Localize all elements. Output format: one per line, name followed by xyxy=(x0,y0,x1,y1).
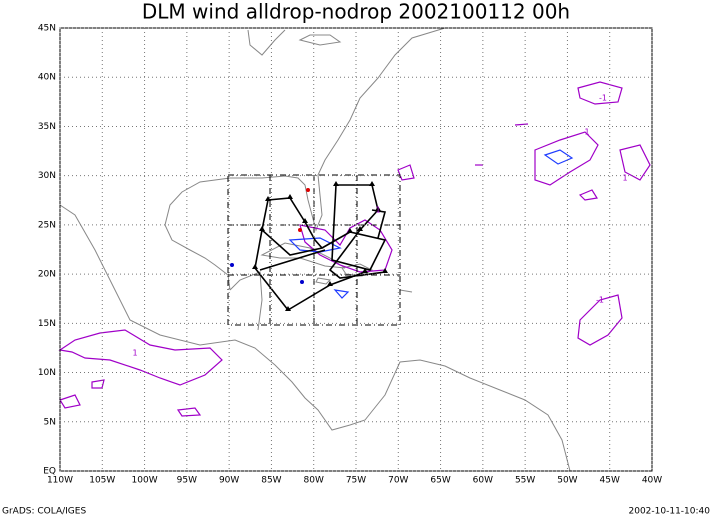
x-tick-label: 95W xyxy=(177,476,197,486)
x-tick-label: 85W xyxy=(261,476,281,486)
y-tick-label: 40N xyxy=(38,73,56,83)
x-tick-label: 70W xyxy=(388,476,408,486)
y-tick-label: 15N xyxy=(38,319,56,329)
y-tick-label: 20N xyxy=(38,270,56,280)
x-tick-label: 45W xyxy=(600,476,620,486)
contour-label: 1 xyxy=(622,174,627,183)
y-tick-label: 25N xyxy=(38,220,56,230)
y-tick-label: 10N xyxy=(38,368,56,378)
contour-label: -1 xyxy=(596,296,604,305)
footer-left: GrADS: COLA/IGES xyxy=(2,507,86,517)
x-tick-label: 90W xyxy=(219,476,239,486)
x-tick-label: 40W xyxy=(642,476,662,486)
x-tick-label: 75W xyxy=(346,476,366,486)
contour-label: 1 xyxy=(584,128,589,137)
x-tick-label: 65W xyxy=(430,476,450,486)
contour-label: 1 xyxy=(375,206,380,215)
y-tick-label: 5N xyxy=(44,417,56,427)
x-tick-label: 60W xyxy=(473,476,493,486)
y-tick-label: EQ xyxy=(43,467,56,477)
y-tick-label: 35N xyxy=(38,122,56,132)
title: DLM wind alldrop-nodrop 2002100112 00h xyxy=(142,0,570,24)
y-tick-label: 45N xyxy=(38,24,56,34)
contour-label: 1 xyxy=(132,349,137,358)
contours xyxy=(58,81,651,417)
x-tick-label: 80W xyxy=(304,476,324,486)
x-tick-label: 100W xyxy=(132,476,158,486)
y-tick-label: 30N xyxy=(38,171,56,181)
x-tick-label: 55W xyxy=(515,476,535,486)
x-tick-label: 110W xyxy=(47,476,73,486)
footer-right: 2002-10-11-10:40 xyxy=(629,507,711,517)
x-tick-label: 50W xyxy=(557,476,577,486)
flight-tracks xyxy=(227,174,401,326)
x-tick-label: 105W xyxy=(89,476,115,486)
contour-label: -1 xyxy=(599,94,607,103)
